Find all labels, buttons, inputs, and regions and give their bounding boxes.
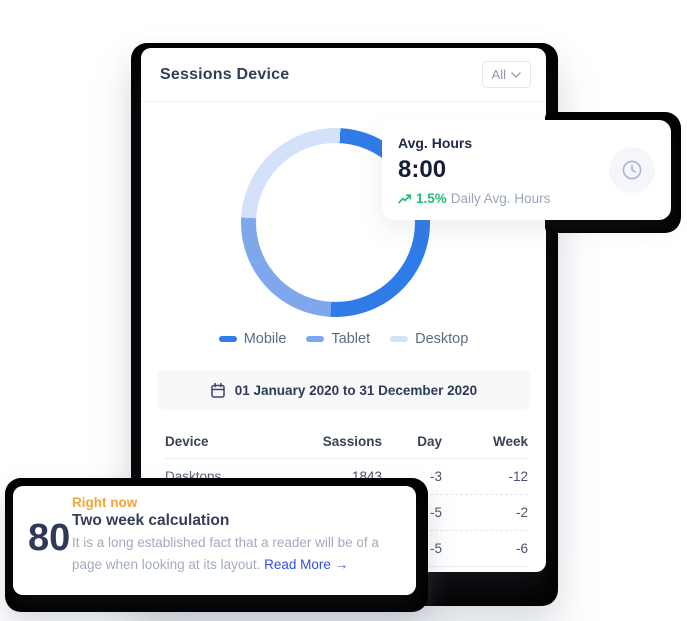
trend-label: Daily Avg. Hours: [450, 191, 551, 206]
notice-badge: Right now: [72, 495, 138, 510]
avg-hours-trend: 1.5% Daily Avg. Hours: [398, 191, 655, 206]
table-cell: -6: [515, 541, 528, 556]
avg-hours-value: 8:00: [398, 156, 447, 183]
notice-body-text: It is a long established fact that a rea…: [72, 535, 379, 572]
legend-item-mobile[interactable]: Mobile: [218, 331, 287, 347]
table-header-row: Device Sassions Day Week: [165, 424, 528, 459]
avg-hours-card: Avg. Hours 8:00 1.5% Daily Avg. Hours: [382, 120, 671, 220]
notice-title: Two week calculation: [72, 512, 230, 529]
avg-hours-title: Avg. Hours: [398, 135, 473, 151]
card-title: Sessions Device: [160, 65, 290, 83]
legend-label: Mobile: [243, 331, 287, 347]
filter-dropdown-button[interactable]: All: [481, 61, 531, 88]
legend-swatch-icon: [218, 336, 237, 342]
legend-swatch-icon: [306, 336, 325, 342]
chart-legend: Mobile Tablet Desktop: [141, 331, 546, 347]
card-header: Sessions Device All: [141, 48, 546, 102]
chevron-down-icon: [511, 71, 521, 78]
table-cell: -5: [429, 505, 442, 520]
legend-item-desktop[interactable]: Desktop: [390, 331, 468, 347]
legend-item-tablet[interactable]: Tablet: [306, 331, 370, 347]
date-range-bar[interactable]: 01 January 2020 to 31 December 2020: [157, 370, 530, 410]
trend-up-icon: [398, 193, 412, 204]
col-header-sessions: Sassions: [322, 433, 382, 449]
legend-label: Tablet: [331, 331, 371, 347]
col-header-day: Day: [417, 433, 442, 449]
table-cell: -2: [515, 505, 528, 520]
table-cell: -12: [508, 469, 528, 484]
clock-icon: [620, 158, 644, 182]
notice-count: 80: [28, 517, 71, 559]
table-cell: -5: [429, 541, 442, 556]
clock-button[interactable]: [609, 147, 655, 193]
legend-label: Desktop: [415, 331, 469, 347]
filter-dropdown-label: All: [491, 67, 506, 82]
read-more-link[interactable]: Read More →: [264, 556, 349, 572]
calendar-icon: [210, 382, 226, 399]
notice-content: Right now Two week calculation It is a l…: [72, 486, 416, 575]
date-range-text: 01 January 2020 to 31 December 2020: [234, 382, 478, 398]
trend-percentage: 1.5%: [416, 191, 447, 206]
col-header-device: Device: [165, 433, 209, 449]
col-header-week: Week: [492, 433, 528, 449]
table-cell: -3: [429, 469, 442, 484]
notice-body: It is a long established fact that a rea…: [72, 532, 400, 575]
legend-swatch-icon: [390, 336, 409, 342]
notice-card: 80 Right now Two week calculation It is …: [13, 486, 416, 595]
